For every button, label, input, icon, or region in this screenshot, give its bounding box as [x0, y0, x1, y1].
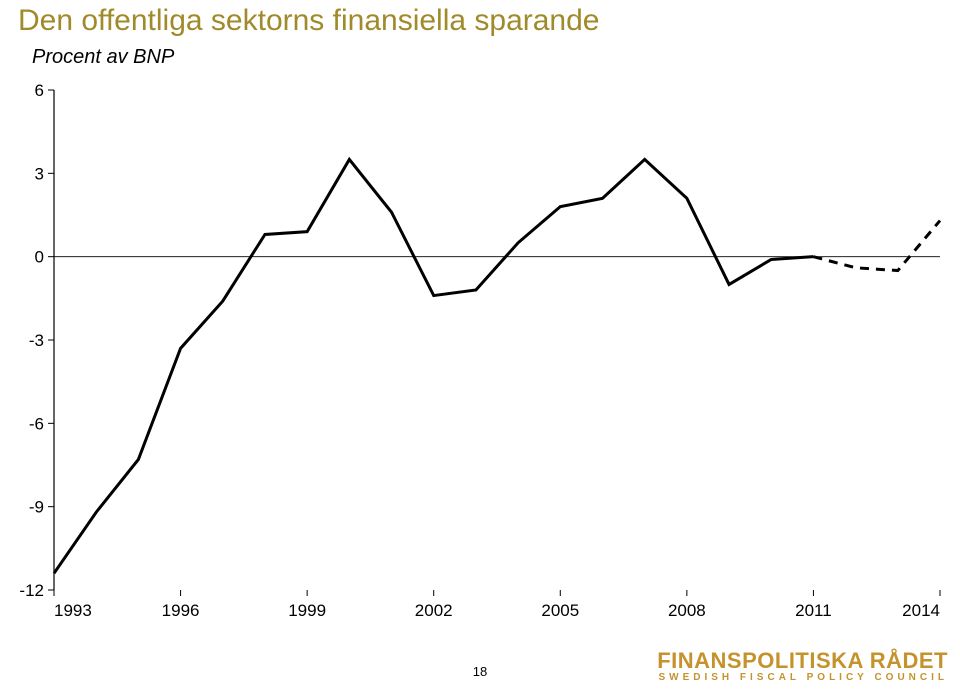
footer-logo-main: FINANSPOLITISKA RÅDET	[657, 648, 948, 674]
x-tick-label: 1993	[54, 601, 92, 620]
chart-title: Den offentliga sektorns finansiella spar…	[18, 4, 599, 38]
y-tick-label: 3	[35, 164, 44, 183]
chart-subtitle: Procent av BNP	[32, 46, 174, 69]
line-chart: -12 -9 -6 -3 0 3 6 1993 1996 1999 2002 2005 2008 2011…	[0, 80, 960, 635]
x-tick-label: 2011	[795, 601, 832, 620]
y-tick-label: -6	[29, 414, 44, 433]
x-tick-label: 2008	[668, 601, 706, 620]
x-tick-label: 2002	[415, 601, 453, 620]
series-dashed	[813, 221, 940, 271]
footer-logo: FINANSPOLITISKA RÅDET SWEDISH FISCAL POL…	[657, 648, 948, 683]
y-tick-label: -12	[19, 581, 44, 600]
x-tick-label: 2005	[541, 601, 579, 620]
y-tick-label: -9	[29, 498, 44, 517]
x-tick-label: 2014	[902, 601, 940, 620]
x-tick-label: 1999	[288, 601, 326, 620]
series-solid	[54, 159, 813, 573]
y-tick-label: 6	[35, 81, 44, 100]
y-tick-label: -3	[29, 331, 44, 350]
x-tick-label: 1996	[162, 601, 200, 620]
y-tick-label: 0	[35, 248, 44, 267]
footer-logo-sub: SWEDISH FISCAL POLICY COUNCIL	[657, 672, 948, 683]
